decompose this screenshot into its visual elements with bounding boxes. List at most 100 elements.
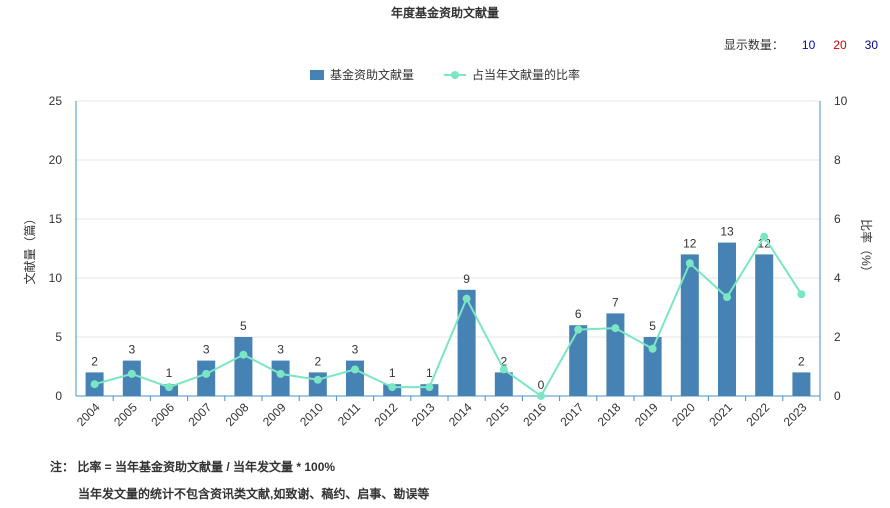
x-tick-label: 2022 — [744, 400, 773, 429]
y2-tick-label: 10 — [834, 94, 848, 108]
bar — [792, 372, 811, 396]
legend-item-line[interactable]: 占当年文献量的比率 — [444, 66, 580, 83]
y-tick-label: 15 — [49, 212, 63, 226]
bar — [718, 242, 736, 396]
ratio-point — [611, 324, 620, 333]
x-tick-label: 2015 — [483, 400, 512, 429]
legend-label-bars: 基金资助文献量 — [329, 68, 414, 82]
ratio-point — [276, 369, 285, 378]
ratio-point — [462, 294, 471, 303]
legend-label-line: 占当年文献量的比率 — [472, 68, 581, 82]
x-tick-label: 2009 — [260, 400, 289, 429]
ratio-point — [685, 259, 694, 268]
y-tick-label: 20 — [49, 153, 63, 167]
ratio-line — [94, 234, 803, 398]
bar-data-label: 13 — [720, 225, 734, 239]
bar — [197, 360, 216, 396]
bar-data-label: 2 — [500, 354, 507, 368]
x-tick-label: 2005 — [111, 400, 140, 429]
count-option-30[interactable]: 30 — [864, 37, 878, 52]
x-tick-label: 2014 — [446, 400, 475, 429]
x-tick-label: 2016 — [520, 400, 549, 429]
display-count-selector: 显示数量： 10 20 30 — [724, 36, 878, 53]
y-tick-label: 10 — [49, 271, 63, 285]
x-tick-label: 2007 — [186, 400, 215, 429]
bar-data-label: 5 — [240, 319, 247, 333]
ratio-point — [388, 383, 397, 392]
bar-data-label: 12 — [758, 236, 772, 250]
note-exclusion: 当年发文量的统计不包含资讯类文献,如致谢、稿约、启事、勘误等 — [78, 487, 430, 501]
x-tick-label: 2013 — [409, 400, 438, 429]
bar — [680, 254, 699, 396]
ratio-point — [313, 375, 322, 384]
bar-data-label: 9 — [463, 272, 470, 286]
bar — [346, 360, 364, 396]
bar-data-label: 7 — [612, 295, 619, 309]
ratio-point — [760, 232, 769, 241]
y-tick-label: 25 — [49, 94, 63, 108]
y-tick-label: 5 — [55, 330, 62, 344]
bar-data-label: 0 — [538, 378, 545, 392]
bar-data-label: 6 — [575, 307, 582, 321]
bar — [643, 337, 662, 396]
display-count-label: 显示数量： — [723, 38, 784, 52]
x-tick-label: 2017 — [558, 400, 587, 429]
count-option-20[interactable]: 20 — [833, 37, 847, 52]
count-option-10[interactable]: 10 — [801, 37, 816, 52]
legend-item-bars[interactable]: 基金资助文献量 — [309, 66, 414, 83]
note-formula: 注： 比率 = 当年基金资助文献量 / 当年发文量 * 100% — [50, 460, 336, 474]
bar-data-label: 2 — [314, 354, 321, 368]
bar — [606, 313, 625, 396]
y-axis-title: 文献量（篇） — [22, 212, 37, 284]
y2-tick-label: 6 — [834, 212, 841, 226]
bar-data-label: 2 — [798, 354, 805, 368]
ratio-point — [202, 369, 211, 378]
y2-axis-title: 比率（%） — [859, 219, 874, 278]
x-tick-label: 2019 — [632, 400, 661, 429]
ratio-point — [425, 383, 434, 392]
bar-swatch-icon — [309, 69, 324, 80]
y2-tick-label: 4 — [834, 271, 841, 285]
x-tick-label: 2006 — [148, 400, 177, 429]
y2-tick-label: 8 — [834, 153, 841, 167]
x-tick-label: 2018 — [595, 400, 624, 429]
bar — [457, 289, 476, 396]
bar-data-label: 2 — [91, 354, 98, 368]
ratio-point — [537, 392, 545, 400]
bar — [234, 337, 253, 396]
ratio-point — [165, 383, 173, 392]
chart-legend: 基金资助文献量 占当年文献量的比率 — [0, 66, 890, 83]
bar-data-label: 5 — [649, 319, 656, 333]
x-tick-label: 2008 — [223, 400, 252, 429]
ratio-point — [648, 344, 657, 353]
bar-data-label: 1 — [166, 366, 173, 380]
bar — [755, 254, 774, 396]
bar-data-label: 12 — [683, 236, 697, 250]
bar-data-label: 1 — [426, 366, 433, 380]
chart-notes: 注： 比率 = 当年基金资助文献量 / 当年发文量 * 100% 当年发文量的统… — [50, 458, 429, 502]
x-tick-label: 2023 — [781, 400, 810, 429]
bar-data-label: 1 — [389, 366, 396, 380]
bar-data-label: 3 — [277, 343, 284, 357]
ratio-point — [574, 325, 583, 334]
bar — [569, 325, 588, 396]
line-swatch-icon — [444, 70, 466, 80]
ratio-point — [90, 380, 99, 389]
ratio-point — [127, 369, 136, 378]
ratio-point — [723, 293, 731, 302]
x-tick-label: 2004 — [74, 400, 103, 429]
ratio-point — [797, 290, 806, 299]
x-tick-label: 2011 — [335, 400, 363, 428]
ratio-point — [239, 350, 248, 359]
x-tick-label: 2021 — [706, 400, 735, 429]
x-tick-label: 2010 — [297, 400, 326, 429]
y-tick-label: 0 — [55, 389, 62, 403]
y2-tick-label: 0 — [834, 389, 841, 403]
bar-data-label: 3 — [352, 343, 359, 357]
ratio-point — [499, 365, 508, 374]
bar-data-label: 3 — [128, 343, 135, 357]
chart-title: 年度基金资助文献量 — [390, 6, 499, 20]
x-tick-label: 2020 — [669, 400, 698, 429]
bar-data-label: 3 — [203, 343, 210, 357]
